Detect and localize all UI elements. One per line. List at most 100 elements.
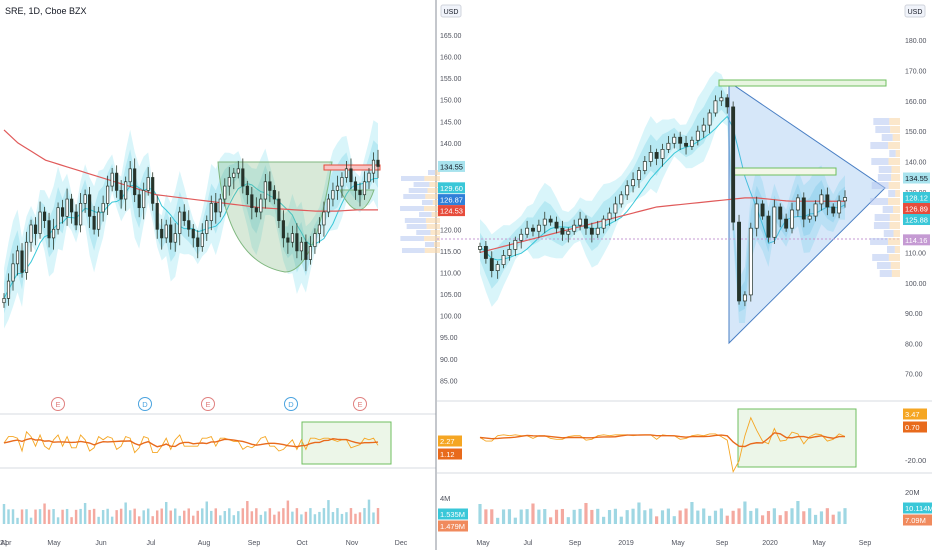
candle-body [15,250,20,265]
candle-body [642,161,647,171]
volume-bar [142,510,145,524]
candle-body [88,194,92,217]
event-marker[interactable]: E [51,397,65,411]
event-marker[interactable]: D [138,397,152,411]
candle-body [754,203,759,229]
price-label-badge [903,203,930,215]
volume-bar [97,516,100,524]
candle [501,250,506,269]
profile-bar [425,218,440,223]
volume-bar [760,515,765,524]
profile-bar [872,254,889,261]
candle-body [110,172,114,187]
candle-body [155,203,159,230]
candle [313,228,317,254]
candle-body [142,190,146,209]
volume-bar [843,508,847,524]
candle [65,188,69,226]
right-currency-badge[interactable] [904,4,926,18]
volume-bar [250,511,254,524]
candle [146,167,150,196]
volume-bar [92,508,96,524]
candle [155,195,159,239]
candle [106,175,110,216]
profile-bar [892,134,900,141]
candle-body [128,168,132,183]
right-indicator-lines [479,416,846,474]
volume-bar [790,508,794,524]
volume-bar [543,509,547,524]
left-currency-label: USD [444,9,459,16]
profile-bar [890,262,900,269]
candle [268,171,272,203]
candle-body [38,211,42,234]
profile-bar [883,230,894,237]
candle [766,210,771,243]
y-tick-label: 170.00 [905,69,927,76]
candle-body [115,172,119,191]
profile-bar [424,206,440,211]
price-label-text: 128.12 [905,194,928,203]
candle [344,161,349,183]
profile-bar [403,194,426,199]
y-tick-label: 105.00 [440,292,462,299]
indicator-label-text: 1.12 [440,450,455,459]
volume-bar [282,508,285,524]
candle [742,291,747,307]
candle-body [790,209,794,229]
candle-body [572,224,577,232]
profile-bar [881,134,893,141]
event-marker[interactable]: E [201,397,215,411]
candle [33,217,38,246]
candle [678,131,683,150]
volume-bar [187,508,190,524]
candle [725,94,730,114]
y-tick-label: 140.00 [440,141,462,148]
candle-body [245,185,249,196]
volume-bar [336,508,339,524]
candle-body [65,198,69,217]
left-currency-badge[interactable] [440,4,462,18]
candle-body [548,218,553,223]
profile-bar [878,166,892,173]
profile-bar [891,174,900,181]
right-indicator-labels: 3.47 0.70 -20.00 [903,408,927,465]
profile-bar [888,254,900,261]
volume-bar [825,508,829,524]
candle [38,201,42,239]
profile-bar [882,206,894,213]
volume-bar [619,516,623,524]
candle-body [209,203,213,221]
event-marker-label: E [205,400,210,409]
candle [232,167,236,190]
y-tick-label: 150.00 [440,98,462,105]
volume-bar [2,504,6,524]
candle [513,236,518,257]
profile-bar [879,270,892,277]
event-marker[interactable]: D [284,397,298,411]
profile-bar [877,174,892,181]
candle-body [232,172,236,178]
profile-bar [874,214,890,221]
candle [223,178,227,207]
left-volume-labels: 4M 1.535M 1.479M [438,494,468,532]
candle-body [684,142,688,147]
price-label-text: 134.55 [905,174,928,183]
profile-bar [433,242,440,247]
candle-body [566,230,571,235]
candle [831,203,836,217]
candle-body [689,139,694,147]
candle [619,191,624,208]
volume-bar [478,504,482,524]
candle [128,161,132,187]
profile-bar [400,236,425,241]
candle [349,158,353,190]
candle [308,236,312,265]
candle-body [660,149,665,159]
volume-bar [155,510,159,524]
x-tick-label: Sep [569,540,582,547]
volume-bar [318,511,321,524]
volume-bar [119,508,123,524]
profile-bar [424,176,440,181]
event-marker[interactable]: E [353,397,367,411]
